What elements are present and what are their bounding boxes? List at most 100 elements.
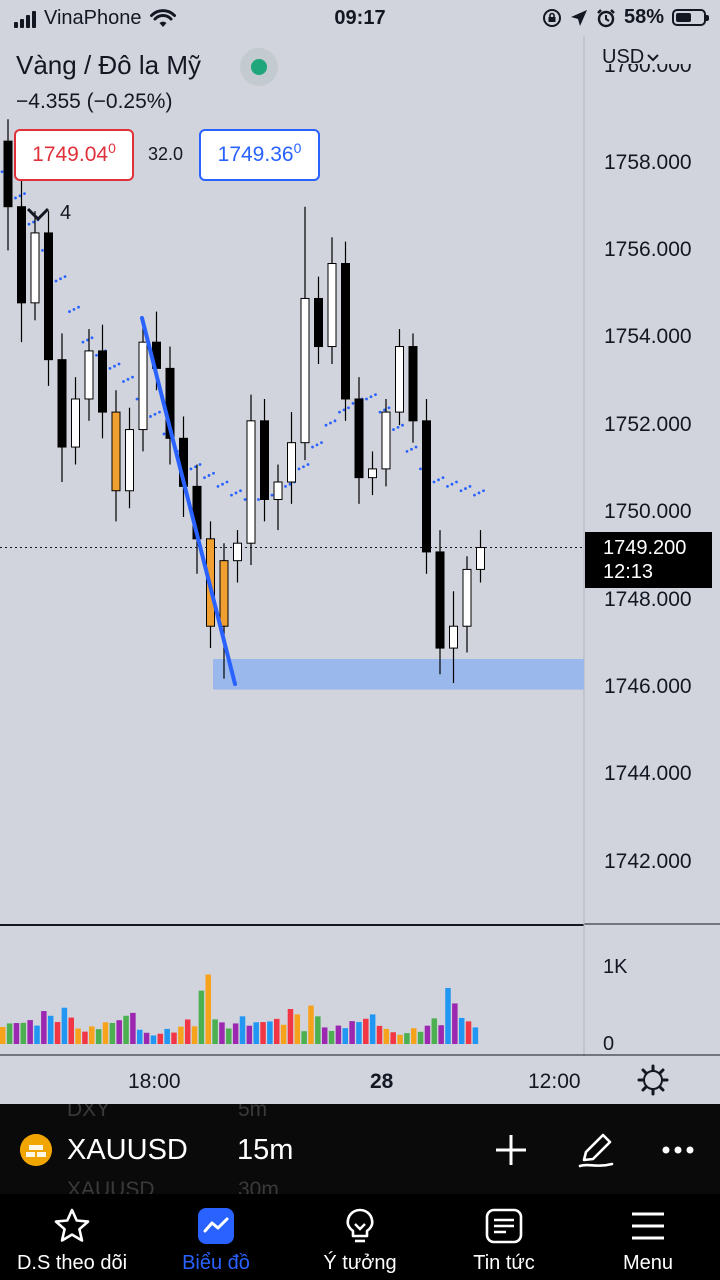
psar-dot [153,412,157,416]
volume-bar [315,1016,321,1044]
psar-dot [63,275,67,279]
volume-bar [390,1032,396,1044]
volume-axis-label: 0 [603,1033,615,1055]
volume-bar [123,1015,129,1044]
volume-bar [246,1025,253,1044]
ghost-interval-above: 5m [238,1104,268,1121]
status-right: 58% [542,6,709,29]
volume-bar [383,1028,390,1044]
volume-bar [212,1019,218,1044]
volume-bar [47,1015,54,1044]
psar-dot [468,484,472,488]
nav-menu[interactable]: Menu [576,1194,720,1280]
buy-button[interactable]: 1749.36 0 [199,129,320,181]
psar-dot [297,467,301,471]
chart-area[interactable]: Vàng / Đô la Mỹ −4.355 (−0.25%) 1749.04 0… [0,36,720,1104]
indicators-toggle[interactable]: 4 [26,202,71,225]
volume-bar [369,1014,376,1044]
price-axis-label: 1756.000 [604,238,692,261]
volume-bar [150,1035,157,1044]
currency-select[interactable]: USD [602,46,659,69]
volume-bar [349,1021,355,1044]
symbol-selector[interactable]: XAUUSD [67,1134,188,1166]
volume-bar [27,1020,33,1044]
nav-chart[interactable]: Biểu đồ [144,1194,288,1280]
psar-dot [378,410,382,414]
psar-dot [41,249,44,252]
volume-bar [328,1030,335,1044]
psar-dot [77,305,80,309]
price-chart[interactable] [0,36,720,1104]
psar-dot [131,375,134,379]
volume-bar [438,1025,444,1044]
plus-icon[interactable] [491,1130,531,1170]
time-axis-label: 18:00 [128,1070,181,1093]
nav-news[interactable]: Tin tức [432,1194,576,1280]
bid-price: 1749.04 [32,143,109,166]
volume-bar [20,1022,27,1044]
psar-dot [315,443,319,447]
candle-body [98,350,107,413]
candle-body [246,420,256,544]
volume-bar [184,1019,191,1044]
psar-dot [14,196,17,200]
psar-dot [239,489,242,493]
psar-dot [329,421,332,425]
volume-bar [397,1034,403,1044]
psar-dot [351,401,355,405]
psar-dot [387,406,391,410]
alarm-icon [597,8,615,27]
psar-dot [432,480,436,484]
psar-dot [212,471,215,475]
time-axis-label: 28 [370,1070,394,1093]
carrier-name: VinaPhone [44,7,142,29]
psar-dot [374,393,377,397]
support-zone [213,658,584,690]
chart-settings-gear-icon[interactable] [636,1063,670,1097]
bottom-nav: D.S theo dõi Biểu đồ Ý tưởng Tin tức Men… [0,1194,720,1280]
price-axis-label: 1748.000 [604,588,692,611]
sell-button[interactable]: 1749.04 0 [14,129,134,181]
chevron-down-icon [26,207,50,221]
volume-bar [143,1032,150,1044]
price-axis-label: 1746.000 [604,675,692,698]
price-axis-label: 1754.000 [604,325,692,348]
battery-fill [676,13,692,22]
volume-bar [445,987,451,1044]
psar-dot [86,338,89,342]
volume-bar [287,1009,294,1044]
candle-body [449,625,458,649]
psar-dot [410,447,413,451]
volume-bar [431,1018,438,1044]
more-options-icon[interactable] [658,1130,698,1170]
pencil-icon[interactable] [576,1130,616,1170]
psar-dot [396,425,400,429]
interval-selector[interactable]: 15m [237,1134,294,1166]
volume-axis-label: 1K [603,956,628,978]
volume-bar [308,1005,314,1044]
candle-body [341,263,350,400]
psar-dot [108,366,112,370]
psar-dot [347,406,350,410]
symbol-title[interactable]: Vàng / Đô la Mỹ [16,50,201,80]
psar-dot [383,408,386,412]
psar-dot [270,493,274,497]
rotation-lock-icon [542,8,561,27]
bar-countdown: 12:13 [603,561,654,583]
trend-line-drawing [140,316,237,686]
volume-bar [130,1012,136,1044]
nav-ideas[interactable]: Ý tưởng [288,1194,432,1280]
star-icon [54,1208,90,1242]
nav-label: D.S theo dõi [16,1252,128,1274]
price-axis-label: 1758.000 [604,151,692,174]
psar-dot [455,480,458,484]
psar-dot [90,336,94,340]
psar-dot [284,484,287,488]
volume-bar [363,1018,369,1044]
volume-bar [472,1027,479,1044]
psar-dot [68,310,71,313]
psar-dot [441,476,445,480]
psar-dot [59,277,62,281]
market-status-icon[interactable] [240,48,278,86]
nav-watchlist[interactable]: D.S theo dõi [0,1194,144,1280]
